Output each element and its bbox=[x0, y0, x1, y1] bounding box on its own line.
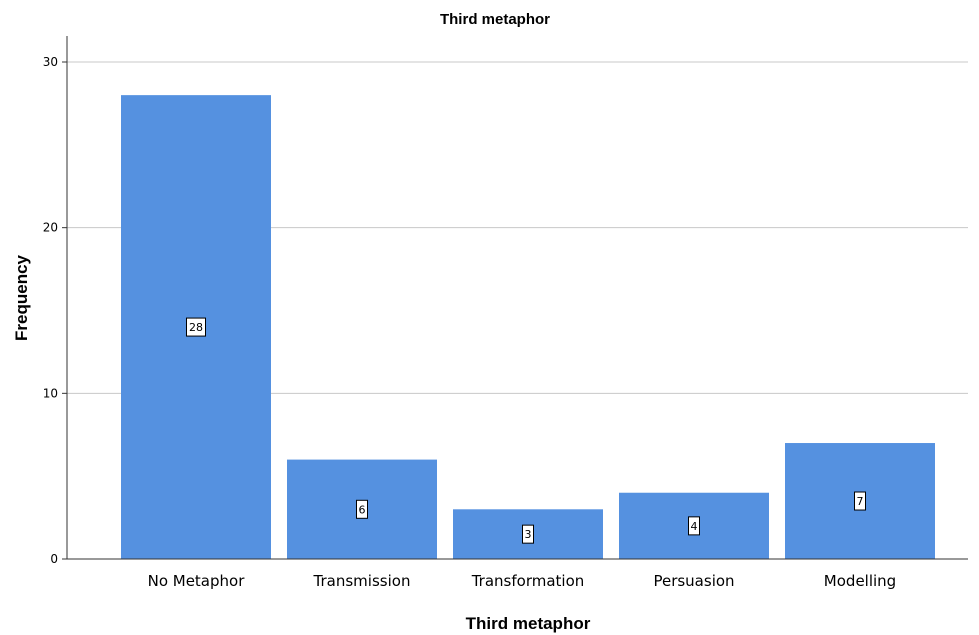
data-label: 4 bbox=[691, 520, 698, 533]
data-label-box bbox=[688, 516, 700, 536]
y-axis-label: Frequency bbox=[12, 254, 31, 341]
axes: 0 10 20 30 No Metaphor Transmission Transforma… bbox=[43, 36, 968, 590]
data-label-box bbox=[522, 524, 534, 544]
bars bbox=[121, 95, 935, 559]
data-label-box bbox=[356, 499, 368, 519]
data-labels: 28 6 3 4 7 bbox=[186, 317, 866, 544]
x-tick-label: Transformation bbox=[471, 572, 585, 590]
x-tick-label: Modelling bbox=[824, 572, 896, 590]
data-label-box bbox=[854, 491, 866, 511]
data-label: 3 bbox=[525, 528, 532, 541]
x-tick-label: No Metaphor bbox=[148, 572, 246, 590]
data-label: 28 bbox=[189, 321, 203, 334]
x-tick-label: Transmission bbox=[313, 572, 411, 590]
y-tick-label: 10 bbox=[43, 386, 58, 400]
x-axis-label: Third metaphor bbox=[466, 614, 591, 633]
data-label: 6 bbox=[359, 503, 366, 516]
x-tick-label: Persuasion bbox=[653, 572, 734, 590]
data-label-box bbox=[186, 317, 206, 337]
y-tick-label: 30 bbox=[43, 55, 58, 69]
y-tick-label: 20 bbox=[43, 221, 58, 235]
chart-title: Third metaphor bbox=[440, 11, 550, 28]
y-tick-label: 0 bbox=[50, 552, 58, 566]
data-label: 7 bbox=[857, 495, 864, 508]
